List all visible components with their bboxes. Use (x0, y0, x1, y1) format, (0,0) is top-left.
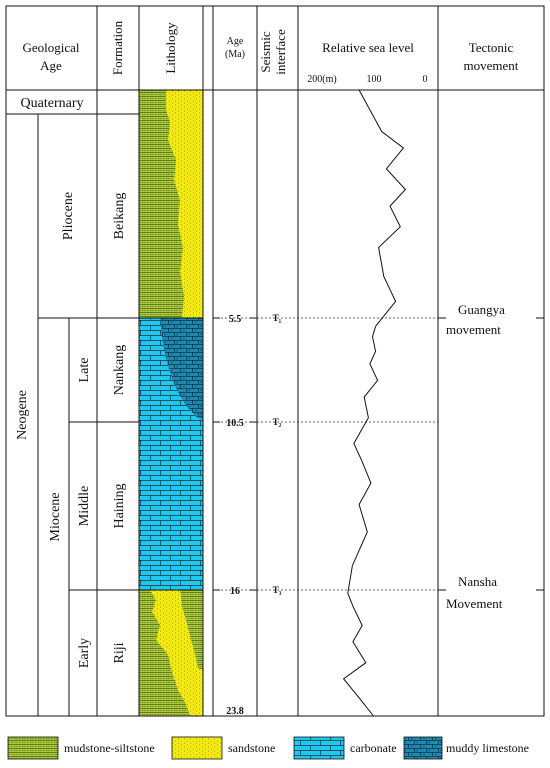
label-early: Early (77, 638, 92, 668)
age-23-8: 23.8 (226, 706, 244, 717)
legend-swatch-carbonate (293, 736, 345, 760)
header-age-2: (Ma) (225, 49, 245, 60)
header-geological-age-2: Age (40, 58, 62, 73)
lith-muddy-limestone (160, 318, 203, 420)
header-sea-level: Relative sea level (322, 40, 414, 55)
tectonic-labels: Guangya movement Nansha Movement (446, 302, 505, 611)
header-seismic-2: interface (273, 29, 288, 75)
formation-riji: Riji (112, 642, 127, 663)
header-formation: Formation (110, 20, 125, 75)
seismic-t1: T₁ (273, 313, 282, 323)
sea-level-tick-100: 100 (367, 74, 382, 85)
legend-label-carbonate: carbonate (350, 741, 397, 755)
header-geological-age-1: Geological (22, 40, 79, 55)
header-tectonic-1: Tectonic (469, 40, 514, 55)
legend-swatch-mudstone (7, 736, 59, 760)
legend-label-sandstone: sandstone (228, 741, 275, 755)
formation-beikang: Beikang (112, 193, 127, 240)
tectonic-nansha-2: Movement (446, 596, 503, 611)
header-lithology: Lithology (163, 22, 178, 74)
legend: mudstone-siltstone sandstone carbonate m… (7, 736, 529, 760)
age-16: 16 (230, 586, 240, 597)
label-neogene: Neogene (15, 390, 30, 440)
header-seismic-1: Seismic (258, 31, 273, 72)
tectonic-guangya-1: Guangya (458, 302, 505, 317)
seismic-t2: T₂ (273, 417, 282, 427)
seismic-t3: T₃ (273, 585, 282, 595)
header-age-1: Age (227, 36, 244, 47)
column-headers: Geological Age Formation Lithology Age (… (22, 20, 518, 85)
lith-mudstone-upper (139, 90, 184, 318)
lith-mudstone-lower-right (180, 590, 203, 670)
label-late: Late (77, 358, 92, 383)
sea-level-curve (342, 89, 407, 717)
label-quaternary: Quaternary (21, 96, 84, 111)
header-tectonic-2: movement (464, 58, 519, 73)
tectonic-nansha-1: Nansha (458, 574, 497, 589)
legend-swatch-muddy-limestone (403, 736, 443, 760)
legend-swatch-sandstone (171, 736, 223, 760)
age-labels: 5.5 10.5 16 23.8 T₁ T₂ T₃ (226, 313, 281, 717)
formation-nankang: Nankang (112, 345, 127, 396)
formation-haining: Haining (112, 483, 127, 528)
legend-label-muddy-limestone: muddy limestone (446, 741, 529, 755)
label-middle: Middle (77, 486, 92, 526)
unit-labels: Quaternary Neogene Pliocene Miocene Late… (15, 96, 127, 668)
lith-mudstone-lower (139, 590, 190, 716)
label-miocene: Miocene (48, 493, 63, 542)
label-pliocene: Pliocene (61, 192, 76, 240)
horizon-lines (213, 317, 544, 591)
lithology-column (139, 90, 203, 716)
sea-level-tick-0: 0 (423, 74, 428, 85)
tectonic-guangya-2: movement (446, 322, 501, 337)
age-5-5: 5.5 (229, 314, 242, 325)
age-10-5: 10.5 (226, 418, 244, 429)
table-grid (5, 5, 545, 717)
sea-level-tick-200: 200(m) (307, 74, 336, 85)
legend-label-mudstone: mudstone-siltstone (64, 741, 155, 755)
